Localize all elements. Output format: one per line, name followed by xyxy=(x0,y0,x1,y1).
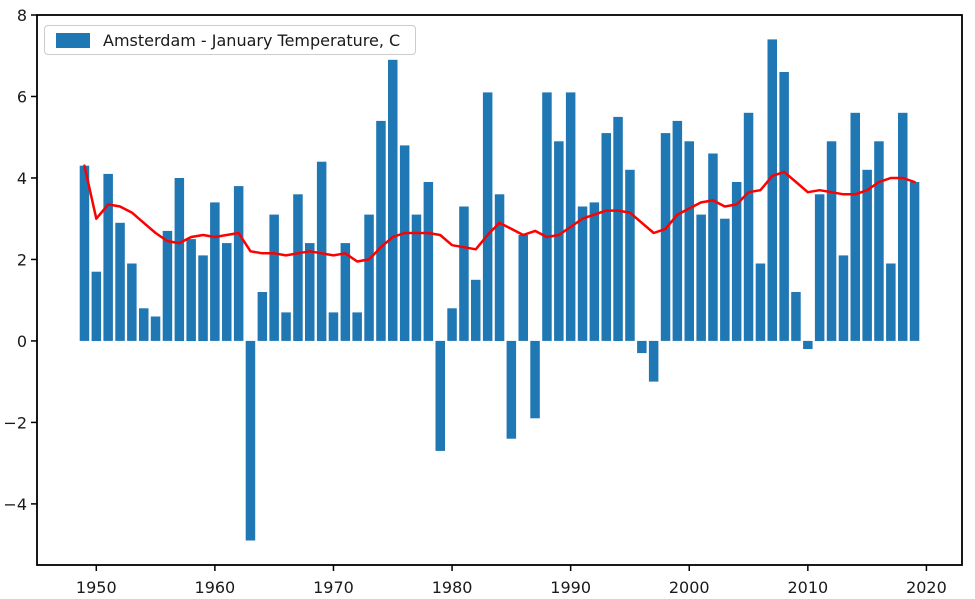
bar-1995 xyxy=(625,169,635,341)
bar-2003 xyxy=(720,218,730,341)
y-tick-label: 8 xyxy=(17,6,27,25)
bar-1978 xyxy=(423,182,434,341)
bar-1975 xyxy=(388,59,398,341)
bar-1981 xyxy=(459,206,469,341)
bar-1967 xyxy=(293,194,303,341)
legend: Amsterdam - January Temperature, C xyxy=(44,25,417,55)
bar-1955 xyxy=(150,316,161,341)
bar-2008 xyxy=(779,72,789,341)
bar-1997 xyxy=(648,340,659,382)
x-tick-label: 2010 xyxy=(787,578,828,597)
bar-1952 xyxy=(115,222,125,341)
x-tick-label: 1970 xyxy=(313,578,354,597)
y-tick-label: 0 xyxy=(17,332,27,351)
y-tick-label: −2 xyxy=(3,413,27,432)
bar-1954 xyxy=(139,308,149,341)
bar-2007 xyxy=(767,39,777,341)
bar-1980 xyxy=(447,308,457,341)
bar-1999 xyxy=(672,120,683,341)
bar-2011 xyxy=(814,194,825,341)
bar-1996 xyxy=(637,340,647,354)
y-tick-label: 4 xyxy=(17,169,27,188)
x-tick-label: 1950 xyxy=(76,578,117,597)
bar-1973 xyxy=(364,214,374,341)
bar-1961 xyxy=(222,243,232,341)
legend-swatch-bar xyxy=(56,32,90,48)
bar-1959 xyxy=(198,255,208,341)
bar-series xyxy=(79,39,920,541)
bar-1966 xyxy=(281,312,291,341)
bar-1951 xyxy=(103,173,113,341)
bar-1956 xyxy=(162,230,173,341)
bar-1986 xyxy=(518,235,528,341)
bar-1970 xyxy=(328,312,339,341)
bar-1974 xyxy=(376,120,386,341)
x-tick-label: 2000 xyxy=(669,578,710,597)
bar-1991 xyxy=(577,206,588,341)
bar-2015 xyxy=(862,169,872,341)
bar-2012 xyxy=(826,141,837,341)
bar-1987 xyxy=(530,340,540,419)
bar-1958 xyxy=(186,239,196,341)
bar-1964 xyxy=(257,292,268,341)
y-tick-label: −4 xyxy=(3,495,27,514)
y-tick-label: 2 xyxy=(17,250,27,269)
bar-1957 xyxy=(174,178,185,341)
bar-1972 xyxy=(352,312,362,341)
y-axis: −4 −2 0 2 4 6 8 xyxy=(3,6,37,514)
bar-2014 xyxy=(850,112,860,341)
bar-2009 xyxy=(791,292,801,341)
bar-1963 xyxy=(245,340,256,541)
legend-label: Amsterdam - January Temperature, C xyxy=(103,30,401,50)
bar-2006 xyxy=(755,263,766,341)
bar-2019 xyxy=(909,182,920,341)
bar-1976 xyxy=(399,145,410,341)
bar-2004 xyxy=(731,182,742,341)
bar-2013 xyxy=(838,255,849,341)
bar-1960 xyxy=(210,202,220,341)
y-tick-label: 6 xyxy=(17,87,27,106)
bar-2010 xyxy=(803,340,813,349)
x-tick-label: 1990 xyxy=(550,578,591,597)
x-tick-label: 1980 xyxy=(432,578,473,597)
bar-1983 xyxy=(482,92,493,341)
bar-1953 xyxy=(127,263,137,341)
bar-1971 xyxy=(340,243,351,341)
bar-1990 xyxy=(565,92,576,341)
bar-2005 xyxy=(743,112,754,341)
bar-2000 xyxy=(684,141,694,341)
bar-1962 xyxy=(233,186,244,341)
bar-1950 xyxy=(91,271,102,341)
bar-1989 xyxy=(554,141,564,341)
x-tick-label: 2020 xyxy=(906,578,947,597)
bar-1984 xyxy=(494,194,505,341)
bar-1988 xyxy=(542,92,552,341)
bar-2016 xyxy=(874,141,884,341)
axes-frame xyxy=(36,14,963,566)
bar-1965 xyxy=(269,214,279,341)
bar-1985 xyxy=(506,340,517,439)
x-axis: 1950 1960 1970 1980 1990 2000 2010 2020 xyxy=(76,565,947,597)
bar-1993 xyxy=(601,133,611,341)
trend-line xyxy=(83,164,916,263)
bar-1998 xyxy=(660,133,671,341)
bar-1977 xyxy=(411,214,422,341)
bar-1992 xyxy=(589,202,600,341)
x-tick-label: 1960 xyxy=(195,578,236,597)
bar-1994 xyxy=(613,116,623,342)
bar-1979 xyxy=(435,340,445,451)
bar-2017 xyxy=(886,263,896,341)
bar-2001 xyxy=(696,214,706,341)
bar-1968 xyxy=(305,243,315,341)
bar-1949 xyxy=(79,165,90,341)
bar-1969 xyxy=(316,161,327,341)
bar-2018 xyxy=(898,112,908,341)
bar-2002 xyxy=(708,153,718,341)
bar-1982 xyxy=(471,279,481,341)
